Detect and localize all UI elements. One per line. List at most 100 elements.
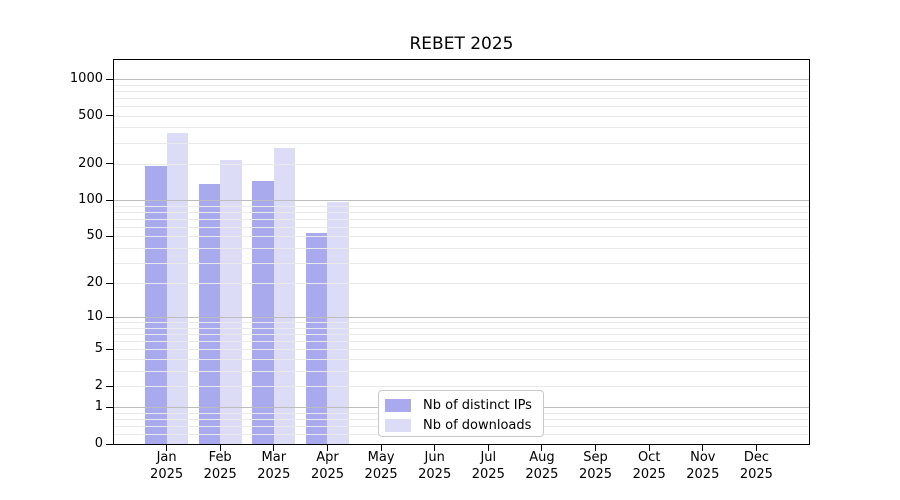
x-tick: [434, 445, 436, 451]
x-tick: [273, 445, 275, 451]
y-tick: [106, 406, 113, 408]
x-tick: [219, 445, 221, 451]
minor-gridline: [114, 359, 809, 360]
x-tick-year: 2025: [418, 467, 452, 482]
x-tick-year: 2025: [739, 467, 773, 482]
x-tick-year: 2025: [364, 467, 398, 482]
y-tick: [106, 163, 113, 165]
minor-gridline: [114, 327, 809, 329]
minor-gridline: [114, 163, 809, 165]
minor-gridline: [114, 283, 809, 285]
x-tick-month: Jun: [424, 450, 445, 465]
x-tick-label-nov: Nov 2025: [675, 449, 731, 483]
x-tick-month: Feb: [208, 450, 232, 465]
y-tick-label: 500: [78, 107, 103, 123]
x-tick-year: 2025: [632, 467, 666, 482]
x-tick-month: Aug: [529, 450, 555, 465]
major-gridline: [114, 79, 809, 80]
x-tick-year: 2025: [310, 467, 345, 482]
y-tick: [106, 385, 113, 387]
x-tick-label-dec: Dec 2025: [728, 449, 784, 483]
x-tick-label-aug: Aug 2025: [514, 449, 570, 483]
x-tick-year: 2025: [578, 467, 613, 482]
x-tick-month: Mar: [261, 450, 287, 465]
x-tick-month: May: [367, 450, 395, 465]
minor-gridline: [114, 127, 809, 129]
minor-gridline: [114, 334, 809, 336]
minor-gridline: [114, 236, 809, 238]
minor-gridline: [114, 90, 809, 92]
y-tick-label: 5: [94, 341, 103, 357]
major-gridline: [114, 200, 809, 202]
y-tick-label: 0: [94, 436, 103, 451]
bar-downloads-feb: [220, 159, 242, 444]
x-tick-year: 2025: [257, 467, 291, 482]
minor-gridline: [114, 386, 809, 387]
minor-gridline: [114, 349, 809, 351]
x-tick-label-may: May 2025: [353, 449, 409, 483]
minor-gridline: [114, 105, 809, 107]
x-tick-label-jan: Jan 2025: [139, 449, 195, 483]
x-tick-label-feb: Feb 2025: [192, 449, 248, 483]
x-tick-label-apr: Apr 2025: [300, 449, 356, 483]
x-tick-label-jul: Jul 2025: [460, 449, 516, 483]
y-tick-label: 1000: [69, 71, 103, 86]
x-tick: [702, 445, 704, 451]
x-tick: [595, 445, 596, 451]
x-tick-month: Apr: [316, 450, 339, 465]
bar-distinct-ips-jan: [145, 166, 167, 444]
x-tick: [648, 445, 650, 451]
minor-gridline: [114, 84, 809, 86]
y-tick: [106, 348, 113, 350]
x-tick: [380, 445, 382, 451]
x-tick-year: 2025: [686, 467, 720, 482]
y-tick: [106, 115, 113, 116]
x-tick-label-mar: Mar 2025: [246, 449, 302, 483]
x-tick-year: 2025: [150, 467, 184, 482]
y-tick-label: 100: [78, 192, 103, 208]
legend-item-downloads: Nb of downloads: [385, 417, 543, 434]
minor-gridline: [114, 205, 809, 207]
x-tick-month: Jan: [156, 450, 177, 465]
x-tick-month: Sep: [583, 450, 608, 465]
minor-gridline: [114, 370, 809, 372]
y-tick: [106, 443, 113, 445]
x-tick-year: 2025: [525, 467, 559, 482]
y-tick-label: 50: [86, 228, 103, 244]
y-tick-label: 20: [86, 275, 103, 291]
minor-gridline: [114, 322, 809, 324]
major-gridline: [114, 317, 809, 319]
y-tick: [106, 199, 113, 201]
legend-label-distinct-ips: Nb of distinct IPs: [423, 397, 532, 413]
y-tick: [106, 282, 113, 284]
y-tick-label: 2: [94, 378, 103, 393]
bar-distinct-ips-feb: [198, 184, 221, 444]
y-tick-label: 10: [86, 309, 103, 325]
bar-downloads-mar: [273, 148, 296, 444]
bar-distinct-ips-apr: [305, 233, 328, 444]
legend-item-distinct-ips: Nb of distinct IPs: [385, 397, 543, 414]
x-tick-month: Oct: [637, 450, 661, 465]
minor-gridline: [114, 218, 809, 220]
x-tick: [166, 445, 168, 451]
x-tick-year: 2025: [203, 467, 237, 482]
x-tick-month: Jul: [480, 450, 497, 465]
y-tick: [106, 78, 113, 80]
minor-gridline: [114, 97, 809, 99]
legend-swatch-downloads: [385, 419, 411, 432]
x-tick-label-jun: Jun 2025: [407, 449, 463, 483]
y-tick-label: 1: [94, 399, 103, 415]
legend-label-downloads: Nb of downloads: [423, 417, 532, 433]
minor-gridline: [114, 226, 809, 228]
x-tick: [327, 445, 328, 451]
minor-gridline: [114, 115, 809, 117]
minor-gridline: [114, 211, 809, 213]
y-tick: [106, 316, 113, 318]
x-tick-year: 2025: [471, 467, 505, 482]
x-tick-month: Dec: [743, 450, 769, 465]
y-tick-label: 200: [78, 155, 103, 171]
minor-gridline: [114, 262, 809, 264]
minor-gridline: [114, 341, 809, 343]
chart-title: REBET 2025: [409, 34, 514, 54]
